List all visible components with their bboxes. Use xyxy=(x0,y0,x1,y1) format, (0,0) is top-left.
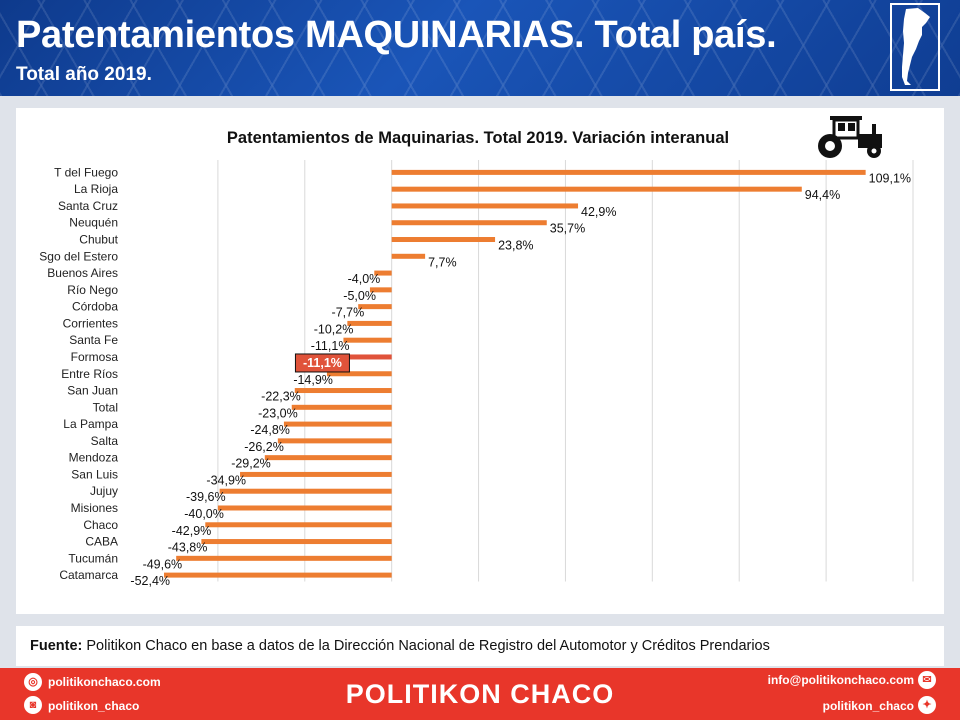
category-label: San Juan xyxy=(67,384,118,398)
bar xyxy=(326,371,392,377)
value-label: -11,1% xyxy=(303,356,342,370)
bar xyxy=(219,488,392,494)
value-label: 42,9% xyxy=(581,205,616,219)
value-label: -39,6% xyxy=(186,490,226,504)
footer-brand: POLITIKON CHACO xyxy=(345,679,615,709)
source-label: Fuente: xyxy=(30,638,83,654)
category-label: La Rioja xyxy=(74,182,118,196)
category-label: Sgo del Estero xyxy=(39,249,118,263)
category-label: Formosa xyxy=(71,350,119,364)
globe-icon: ◎ xyxy=(24,673,42,691)
category-label: Misiones xyxy=(71,501,118,515)
category-label: San Luis xyxy=(71,467,118,481)
value-label: -4,0% xyxy=(348,272,381,286)
value-label: -34,9% xyxy=(206,473,246,487)
category-label: CABA xyxy=(85,535,118,549)
bar xyxy=(347,320,392,326)
bar xyxy=(358,304,392,310)
category-label: Corrientes xyxy=(63,316,118,330)
bar xyxy=(369,287,392,293)
bar xyxy=(277,438,392,444)
highlight-label-box xyxy=(294,353,350,373)
category-label: Chaco xyxy=(83,518,118,532)
bar xyxy=(391,203,579,209)
category-label: Entre Ríos xyxy=(61,367,118,381)
category-label: Buenos Aires xyxy=(47,266,118,280)
value-label: -29,2% xyxy=(231,457,271,471)
value-label: 109,1% xyxy=(869,171,911,185)
category-label: Santa Fe xyxy=(69,333,118,347)
category-label: Neuquén xyxy=(69,216,118,230)
bar xyxy=(240,471,392,477)
value-label: 35,7% xyxy=(550,222,585,236)
footer-instagram[interactable]: politikon_chaco xyxy=(48,699,140,713)
source-note: Fuente: Politikon Chaco en base a datos … xyxy=(30,638,770,654)
bar xyxy=(283,421,392,427)
category-label: T del Fuego xyxy=(54,165,118,179)
bar xyxy=(217,505,392,511)
value-label: -43,8% xyxy=(168,541,208,555)
bar xyxy=(391,253,426,259)
bar xyxy=(374,270,392,276)
tractor-icon xyxy=(818,116,882,158)
category-label: Salta xyxy=(91,434,119,448)
bar xyxy=(291,404,392,410)
value-label: -24,8% xyxy=(250,423,290,437)
category-label: Catamarca xyxy=(59,568,118,582)
instagram-icon: ◙ xyxy=(24,696,42,714)
value-label: -52,4% xyxy=(130,574,170,588)
source-text: Politikon Chaco en base a datos de la Di… xyxy=(82,638,770,654)
footer-bar: ◎ politikonchaco.com ◙ politikon_chaco P… xyxy=(0,668,960,720)
value-label: 23,8% xyxy=(498,239,533,253)
category-label: Río Nego xyxy=(67,283,118,297)
value-label: -5,0% xyxy=(343,289,376,303)
bar xyxy=(201,539,392,545)
footer-email[interactable]: info@politikonchaco.com xyxy=(767,673,914,687)
page-title: Patentamientos MAQUINARIAS. Total país. xyxy=(16,14,777,56)
value-label: -10,2% xyxy=(314,322,354,336)
bar xyxy=(164,572,392,578)
value-label: -14,9% xyxy=(293,373,333,387)
hex-pattern-background xyxy=(0,0,960,96)
bar-chart: Patentamientos de Maquinarias. Total 201… xyxy=(39,116,914,588)
argentina-map-icon xyxy=(890,3,940,91)
header-banner: Patentamientos MAQUINARIAS. Total país. … xyxy=(0,0,960,96)
bar xyxy=(343,354,392,360)
value-label: -26,2% xyxy=(244,440,284,454)
value-label: -42,9% xyxy=(172,524,212,538)
value-label: -22,3% xyxy=(261,390,301,404)
category-label: Tucumán xyxy=(68,551,118,565)
category-label: Chubut xyxy=(79,233,118,247)
bar xyxy=(391,220,547,226)
category-label: Jujuy xyxy=(90,484,118,498)
value-label: -7,7% xyxy=(332,306,365,320)
category-label: La Pampa xyxy=(63,417,118,431)
value-label: -23,0% xyxy=(258,406,298,420)
bar xyxy=(264,455,392,461)
chart-title: Patentamientos de Maquinarias. Total 201… xyxy=(227,129,729,147)
twitter-icon: ✦ xyxy=(918,696,936,714)
value-label: -40,0% xyxy=(184,507,224,521)
bar xyxy=(176,555,392,561)
source-panel: Fuente: Politikon Chaco en base a datos … xyxy=(16,626,944,666)
bar xyxy=(391,169,866,175)
footer-website[interactable]: politikonchaco.com xyxy=(48,675,161,689)
category-label: Santa Cruz xyxy=(58,199,118,213)
value-label: 94,4% xyxy=(805,188,840,202)
bar xyxy=(391,237,496,243)
category-label: Córdoba xyxy=(72,300,118,314)
page-subtitle: Total año 2019. xyxy=(16,64,152,85)
value-label: -11,1% xyxy=(311,339,350,353)
chart-panel: Patentamientos de Maquinarias. Total 201… xyxy=(16,108,944,614)
bar xyxy=(205,522,392,528)
category-label: Total xyxy=(93,400,118,414)
bar xyxy=(343,337,392,343)
category-label: Mendoza xyxy=(69,451,119,465)
value-label: -49,6% xyxy=(143,557,183,571)
footer-twitter[interactable]: politikon_chaco xyxy=(822,699,914,713)
value-label: 7,7% xyxy=(428,255,457,269)
mail-icon: ✉ xyxy=(918,671,936,689)
bar xyxy=(294,388,392,394)
bar xyxy=(391,186,802,192)
